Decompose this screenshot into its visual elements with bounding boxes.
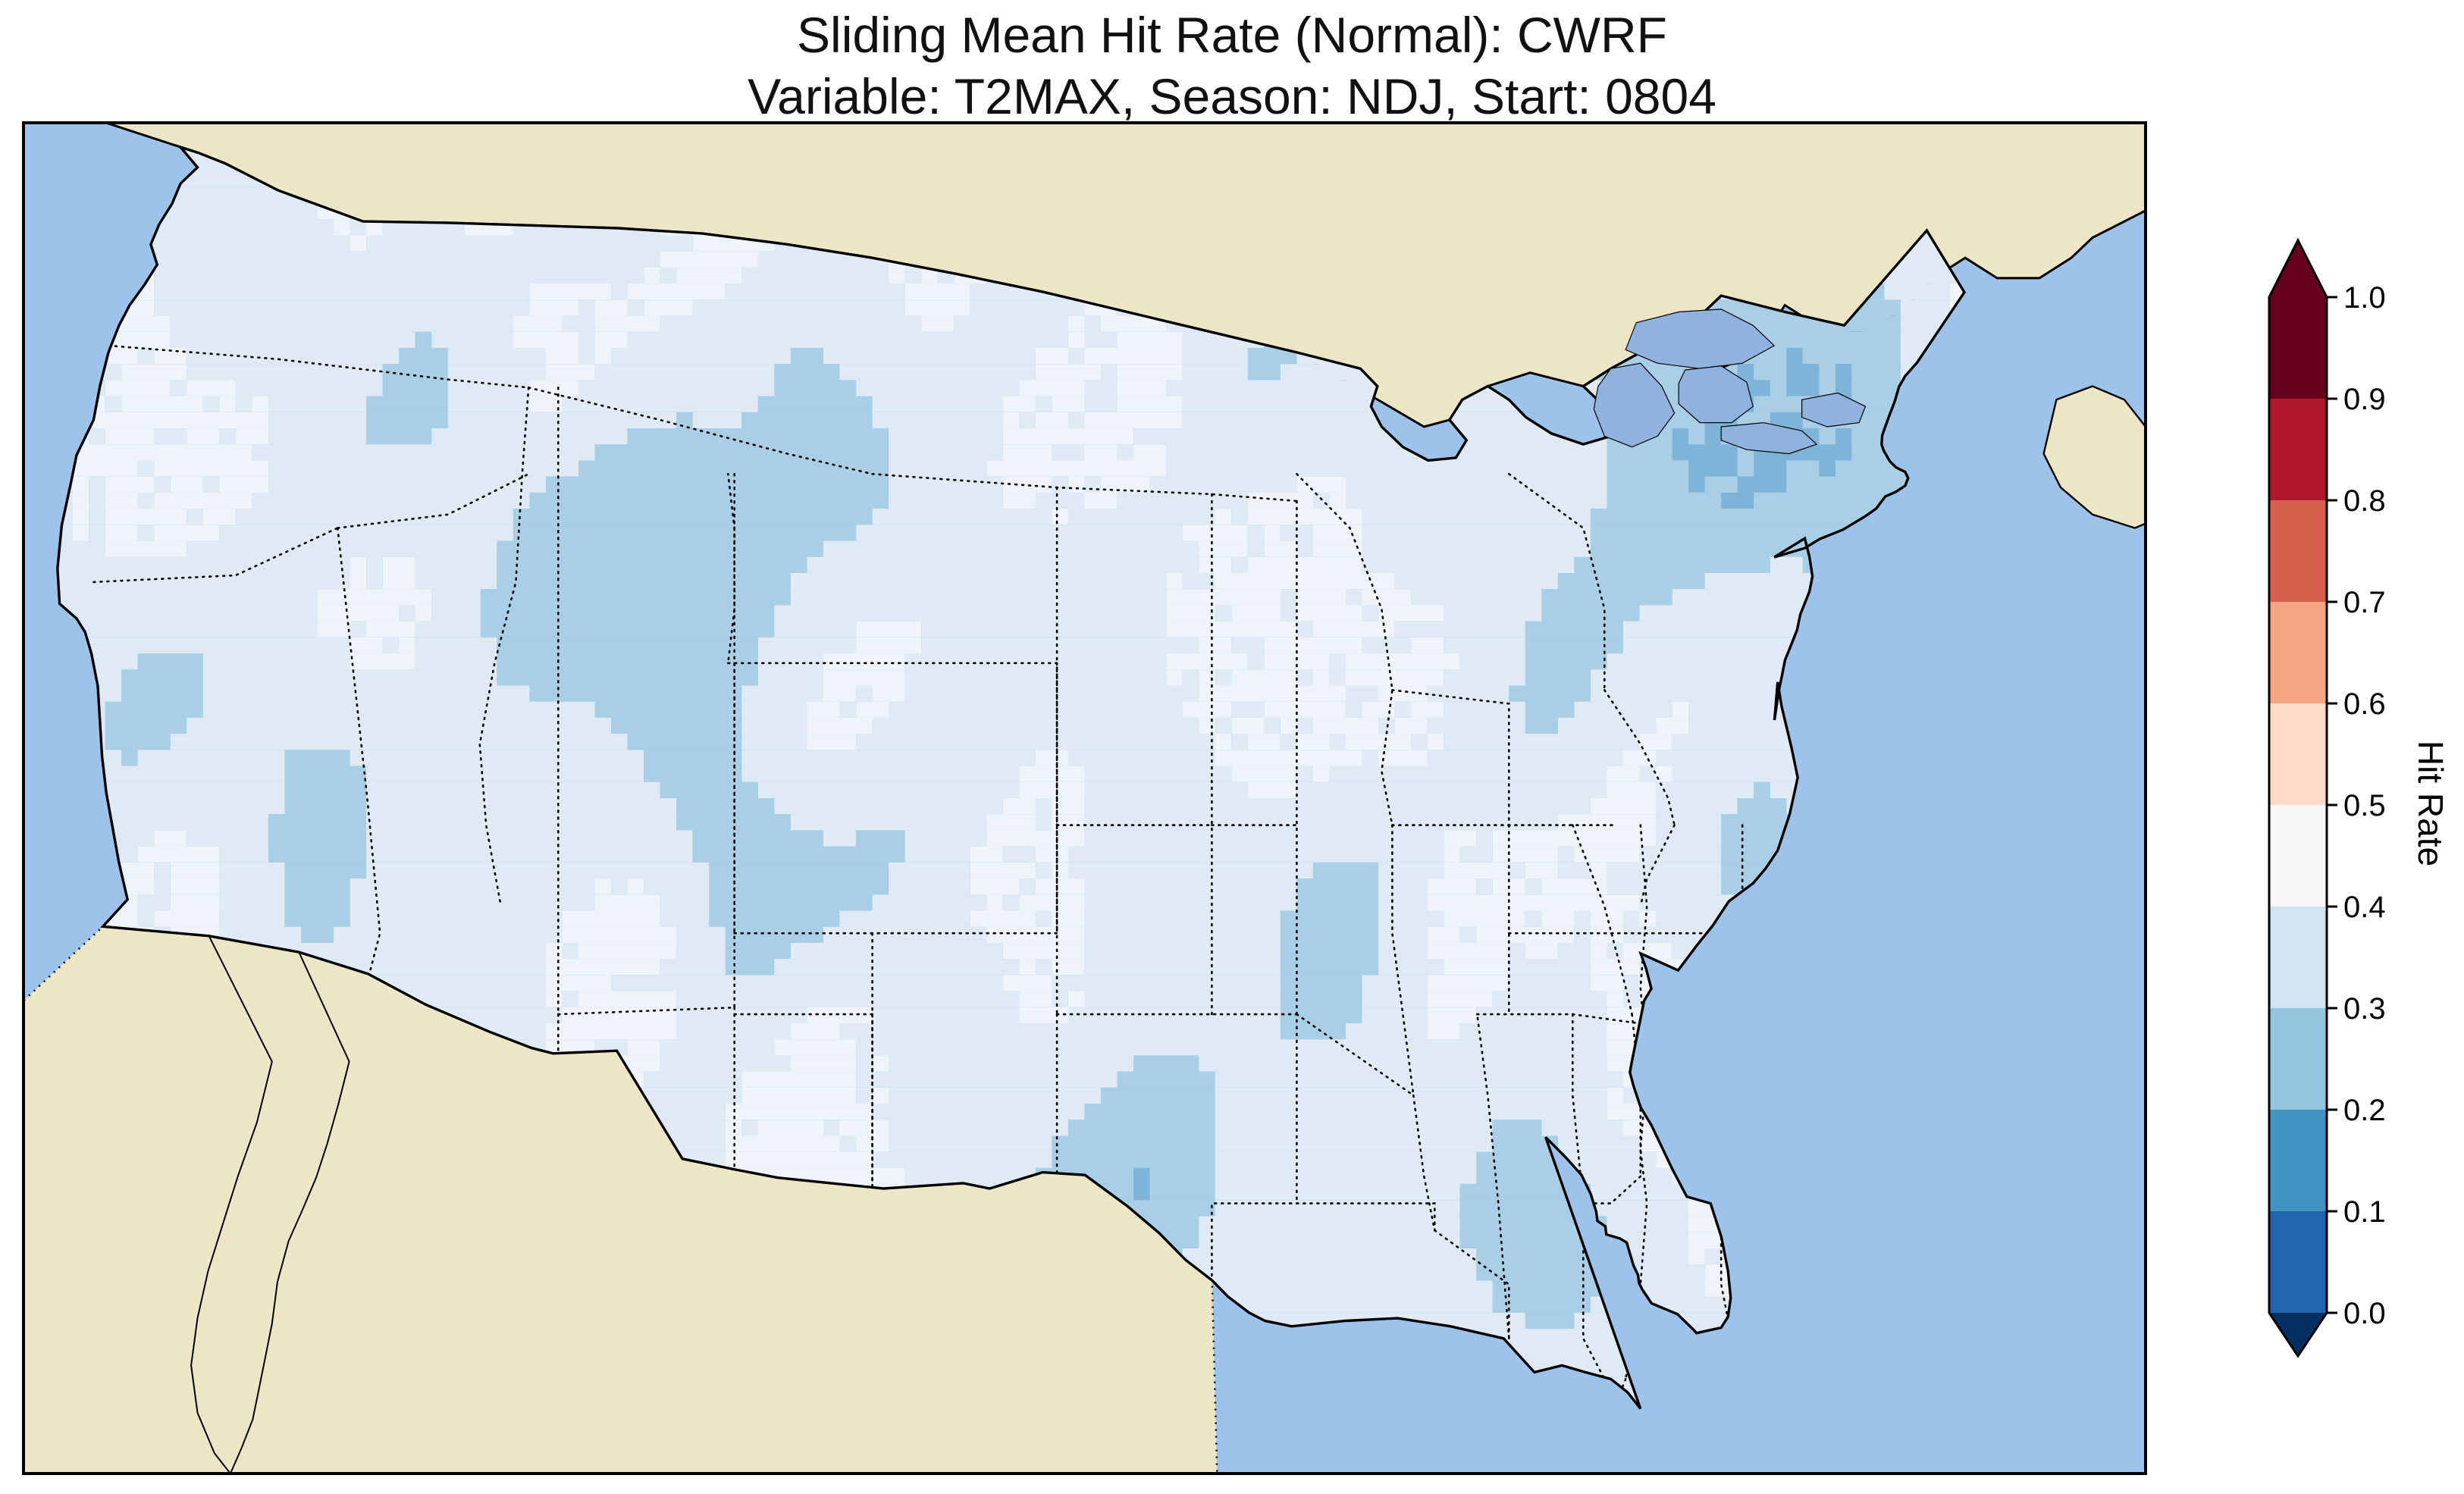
svg-text:Hit Rate: Hit Rate	[2411, 741, 2450, 866]
svg-text:0.7: 0.7	[2343, 586, 2386, 619]
svg-text:0.9: 0.9	[2343, 383, 2386, 416]
svg-text:0.6: 0.6	[2343, 687, 2386, 721]
svg-text:0.1: 0.1	[2343, 1195, 2386, 1229]
svg-text:1.0: 1.0	[2343, 281, 2386, 315]
svg-text:0.2: 0.2	[2343, 1094, 2386, 1127]
svg-text:0.0: 0.0	[2343, 1297, 2386, 1330]
svg-text:0.3: 0.3	[2343, 992, 2386, 1026]
svg-text:0.4: 0.4	[2343, 891, 2386, 924]
svg-text:0.5: 0.5	[2343, 789, 2386, 822]
svg-text:0.8: 0.8	[2343, 484, 2386, 518]
